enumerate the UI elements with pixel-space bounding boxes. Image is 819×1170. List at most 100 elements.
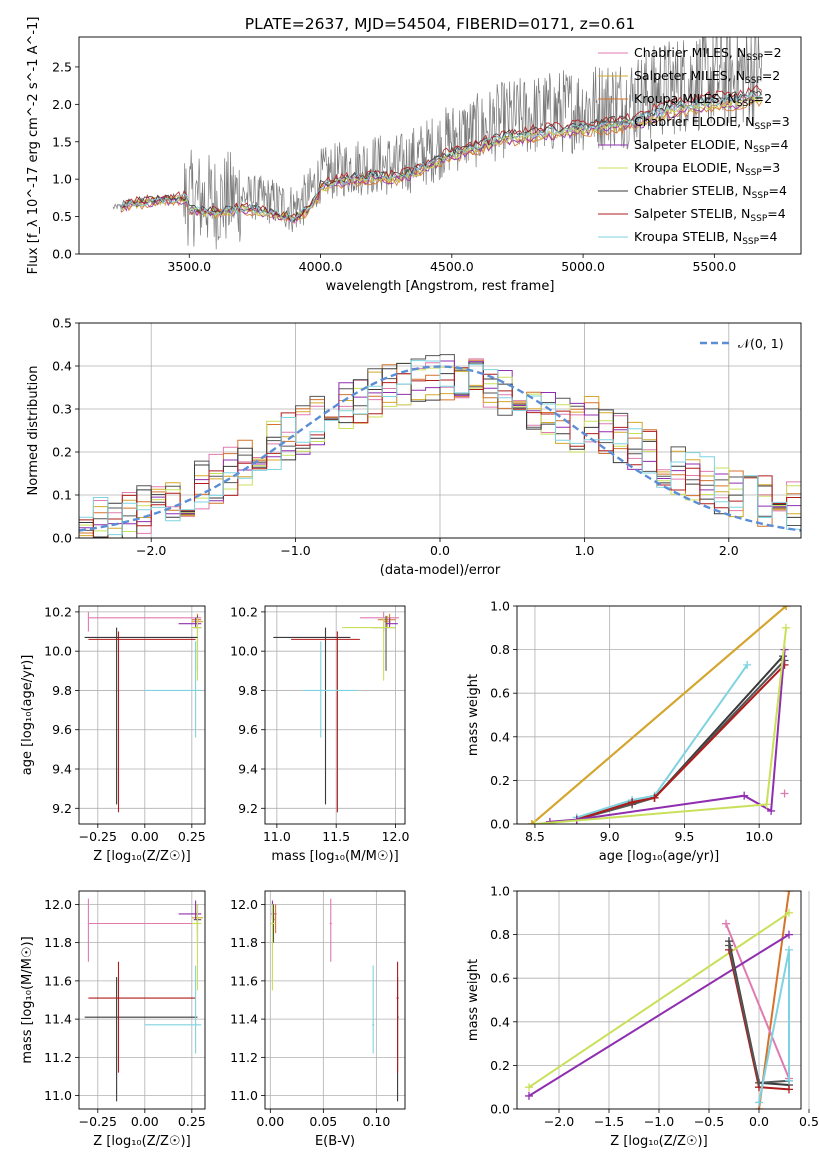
age-massweight-panel: 8.5 9.0 9.5 10.0 0.0 0.2 0.4 0.6 0.8 1.0 age [log₁…: [466, 599, 802, 864]
z-massweight-panel: −2.0 −1.5 −1.0 −0.5 0.0 0.5 0.0 0.2 0.4 0.6 0.8 1.0…: [466, 884, 819, 1150]
y-tick-label: 0.2: [490, 773, 510, 788]
x-tick-label: 0.00: [256, 1114, 284, 1129]
y-tick-label: 9.4: [52, 762, 72, 777]
mass-weight-line: [528, 911, 790, 1089]
axes-frame: [78, 36, 802, 255]
mass-weight-marker: [762, 800, 771, 809]
y-tick-label: 11.4: [44, 1012, 72, 1027]
y-tick-label: 0.0: [52, 531, 72, 546]
mass-age-panel: 11.0 11.5 12.0 9.2 9.4 9.6 9.8 10.0 10.2 mass [lo…: [230, 604, 409, 864]
x-tick-label: 4000.0: [299, 259, 343, 274]
x-tick-label: 11.0: [263, 829, 291, 844]
mass-weight-marker: [725, 941, 733, 950]
legend-entry: Salpeter MILES, NSSP=2: [634, 68, 780, 86]
y-tick-label: 10.0: [230, 644, 258, 659]
y-tick-label: 10.2: [44, 604, 72, 619]
y-tick-label: 0.3: [52, 402, 72, 417]
y-tick-label: 0.6: [490, 971, 510, 986]
x-axis-label: E(B-V): [315, 1134, 355, 1149]
axes-frame: [516, 605, 802, 825]
plot-area: [79, 354, 801, 538]
x-axis-label: wavelength [Angstrom, rest frame]: [326, 279, 555, 294]
axes-decoration: −0.25 0.00 0.25 11.0 11.2 11.4 11.6 11.8 12.0 Z […: [20, 890, 206, 1149]
legend-entry: Kroupa MILES, NSSP=2: [634, 91, 772, 109]
x-axis-label: mass [log₁₀(M/M☉)]: [271, 849, 398, 864]
ebv-mass-panel: 0.00 0.05 0.10 11.0 11.2 11.4 11.6 11.8 12.0 E(B-…: [230, 890, 406, 1149]
x-tick-label: 0.25: [178, 1114, 206, 1129]
mass-weight-marker: [755, 1098, 763, 1107]
mass-weight-marker: [650, 793, 659, 802]
y-tick-label: 2.0: [52, 97, 72, 112]
y-tick-label: 0.2: [52, 445, 72, 460]
x-tick-label: 8.5: [525, 829, 545, 844]
axes-decoration: −2.0 −1.5 −1.0 −0.5 0.0 0.5 0.0 0.2 0.4 0.6 0.8 1.0…: [466, 884, 819, 1150]
x-tick-label: 9.0: [600, 829, 620, 844]
mass-weight-marker: [527, 820, 536, 824]
x-tick-label: 0.0: [749, 1114, 769, 1129]
z-age-panel: −0.25 0.00 0.25 9.2 9.4 9.6 9.8 10.0 10.2 Z [log₁…: [20, 604, 206, 864]
x-axis-label: Z [log₁₀(Z/Z☉)]: [93, 1134, 190, 1149]
axes-frame: [78, 890, 206, 1110]
mass-weight-marker: [530, 820, 539, 824]
x-axis-label: (data-model)/error: [380, 563, 501, 578]
plot-area: [84, 611, 204, 813]
mass-weight-line: [576, 655, 784, 821]
mass-weight-marker: [785, 1085, 793, 1094]
axes-decoration: −2.0 −1.0 0.0 1.0 2.0 0.0 0.1 0.2 0.3 0.4 0.5 (data…: [26, 316, 802, 578]
x-tick-label: 4500.0: [430, 259, 474, 274]
axes-decoration: 0.00 0.05 0.10 11.0 11.2 11.4 11.6 11.8 12.0 E(B-…: [230, 890, 406, 1149]
mass-weight-line: [549, 649, 786, 823]
mass-weight-marker: [785, 945, 793, 954]
axes-decoration: 11.0 11.5 12.0 9.2 9.4 9.6 9.8 10.0 10.2 mass [lo…: [230, 604, 409, 864]
y-tick-label: 0.4: [52, 359, 72, 374]
x-tick-label: 5000.0: [561, 259, 605, 274]
y-tick-label: 11.2: [230, 1050, 258, 1065]
y-tick-label: 1.5: [52, 134, 72, 149]
y-tick-label: 1.0: [490, 884, 510, 899]
mass-weight-line: [725, 923, 790, 1079]
spectrum-panel: 3500.0 4000.0 4500.0 5000.0 5500.0 0.0 0.5 1.0 1…: [26, 17, 802, 294]
histogram-step: [79, 354, 801, 531]
histogram-step: [79, 360, 801, 536]
legend-entry: 𝒩(0, 1): [738, 336, 784, 351]
y-tick-label: 11.0: [230, 1088, 258, 1103]
mass-weight-line: [758, 949, 790, 1103]
y-tick-label: 0.5: [52, 316, 72, 331]
y-tick-label: 0.6: [490, 686, 510, 701]
x-tick-label: −1.5: [594, 1114, 624, 1129]
axes-decoration: 8.5 9.0 9.5 10.0 0.0 0.2 0.4 0.6 0.8 1.0 age [log₁…: [466, 599, 802, 864]
x-axis-label: Z [log₁₀(Z/Z☉)]: [610, 1134, 707, 1149]
data-spectrum-line: [112, 37, 762, 250]
x-tick-label: 0.25: [178, 829, 206, 844]
mass-weight-line: [576, 664, 786, 821]
residual-histogram-panel: −2.0 −1.0 0.0 1.0 2.0 0.0 0.1 0.2 0.3 0.4 0.5 (data…: [26, 316, 802, 578]
x-tick-label: 0.5: [799, 1114, 819, 1129]
mass-weight-marker: [722, 919, 730, 928]
legend-entry: Chabrier STELIB, NSSP=4: [634, 183, 787, 201]
y-tick-label: 1.0: [52, 172, 72, 187]
x-tick-label: 0.05: [309, 1114, 337, 1129]
axes-frame: [264, 890, 406, 1110]
mass-weight-marker: [785, 891, 793, 895]
mass-weight-marker: [767, 806, 776, 815]
y-axis-label: Normed distribution: [26, 366, 41, 496]
y-tick-label: 11.8: [230, 935, 258, 950]
axes-frame: [264, 605, 406, 825]
y-tick-label: 0.5: [52, 209, 72, 224]
y-tick-label: 9.2: [238, 801, 258, 816]
y-tick-label: 0.4: [490, 1014, 510, 1029]
mass-weight-marker: [782, 623, 791, 632]
x-tick-label: 0.00: [131, 1114, 159, 1129]
x-tick-label: 5500.0: [692, 259, 736, 274]
z-mass-panel: −0.25 0.00 0.25 11.0 11.2 11.4 11.6 11.8 12.0 Z […: [20, 890, 206, 1149]
y-tick-label: 10.0: [44, 644, 72, 659]
x-tick-label: 1.0: [574, 543, 594, 558]
y-tick-label: 12.0: [44, 897, 72, 912]
plot-area: [273, 611, 400, 813]
y-axis-label: mass [log₁₀(M/M☉)]: [20, 936, 35, 1063]
y-tick-label: 11.6: [44, 973, 72, 988]
mass-weight-marker: [525, 1091, 533, 1100]
y-axis-label: mass weight: [466, 674, 481, 756]
y-tick-label: 0.0: [490, 817, 510, 832]
